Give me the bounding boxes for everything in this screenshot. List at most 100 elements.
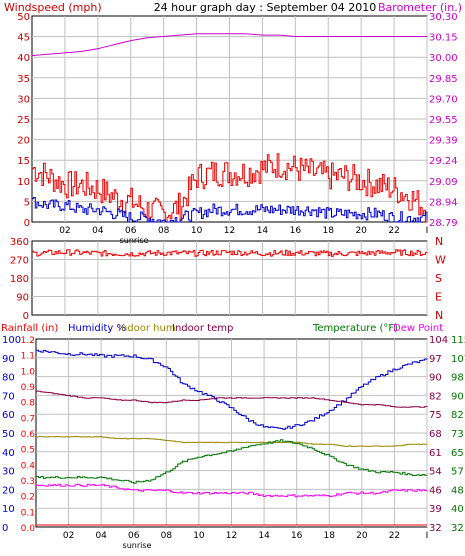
windspeed-tick-label: 20 bbox=[17, 136, 30, 147]
climate-x-tick-label: I bbox=[426, 531, 429, 541]
wind-x-tick-label: 16 bbox=[290, 226, 302, 236]
barometer-tick-label: 29.55 bbox=[429, 115, 458, 126]
climate-x-tick-label: 04 bbox=[95, 531, 107, 541]
indoor-temp-tick-label: 65 bbox=[451, 448, 464, 459]
indoor-temp-line bbox=[36, 390, 428, 408]
windspeed-tick-label: 40 bbox=[17, 53, 30, 64]
direction-compass-label: N bbox=[435, 309, 443, 322]
windspeed-tick-label: 10 bbox=[17, 177, 30, 188]
windspeed-tick-label: 50 bbox=[17, 12, 30, 23]
legend-dew-point: Dew Point bbox=[393, 323, 443, 334]
windspeed-tick-label: 35 bbox=[17, 74, 30, 85]
wind-x-tick-label: 04 bbox=[92, 226, 104, 236]
barometer-tick-label: 30.15 bbox=[429, 33, 458, 44]
humidity-tick-label: 100 bbox=[2, 335, 21, 346]
climate-x-tick-label: 22 bbox=[389, 531, 400, 541]
indoor-temp-tick-label: 107 bbox=[451, 354, 465, 365]
barometer-tick-label: 30.30 bbox=[429, 12, 458, 23]
climate-x-tick-label: 14 bbox=[258, 531, 270, 541]
humidity-tick-label: 70 bbox=[2, 391, 15, 402]
barometer-tick-label: 29.85 bbox=[429, 74, 458, 85]
climate-x-tick-label: 08 bbox=[161, 531, 173, 541]
barometer-tick-label: 29.24 bbox=[429, 156, 458, 167]
rainfall-tick-label: 0.8 bbox=[21, 399, 36, 409]
wind-direction-line bbox=[32, 249, 428, 257]
rainfall-tick-label: 0.1 bbox=[21, 508, 35, 518]
windspeed-tick-label: 25 bbox=[17, 115, 30, 126]
wind-x-tick-label: 02 bbox=[59, 226, 70, 236]
legend-humidity: Humidity % bbox=[68, 323, 126, 334]
indoor-temp-tick-label: 82 bbox=[451, 410, 464, 421]
windspeed-line bbox=[32, 153, 428, 223]
rainfall-tick-label: 0.6 bbox=[21, 430, 36, 440]
climate-x-tick-label: 18 bbox=[324, 531, 336, 541]
wind-x-tick-label: 18 bbox=[323, 226, 335, 236]
windspeed-tick-label: 45 bbox=[17, 33, 30, 44]
temperature-tick-label: 82 bbox=[429, 391, 442, 402]
barometer-line bbox=[31, 33, 427, 57]
indoor-temp-tick-label: 48 bbox=[451, 485, 464, 496]
wind-x-tick-label: 14 bbox=[257, 226, 269, 236]
rainfall-tick-label: 0.9 bbox=[21, 383, 36, 393]
wind-x-tick-label: I bbox=[426, 226, 429, 236]
rainfall-tick-label: 1.2 bbox=[21, 336, 35, 346]
temperature-tick-label: 54 bbox=[429, 467, 442, 478]
windspeed-axis-label: Windspeed (mph) bbox=[4, 1, 102, 14]
rainfall-tick-label: 0.0 bbox=[21, 524, 36, 534]
climate-x-tick-label: 20 bbox=[356, 531, 368, 541]
temperature-tick-label: 90 bbox=[429, 373, 442, 384]
windspeed-tick-label: 0 bbox=[24, 218, 30, 229]
temperature-tick-label: 61 bbox=[429, 448, 442, 459]
direction-compass-label: N bbox=[435, 235, 443, 248]
windspeed-tick-label: 15 bbox=[17, 156, 30, 167]
indoor-hum-line bbox=[36, 436, 428, 447]
barometer-axis-label: Barometer (in.) bbox=[378, 1, 462, 14]
climate-x-tick-label: 06 bbox=[128, 531, 140, 541]
temperature-tick-label: 75 bbox=[429, 410, 442, 421]
legend-indoor-hum: Indoor hum bbox=[118, 323, 176, 334]
climate-x-tick-label: 16 bbox=[291, 531, 303, 541]
direction-compass-label: S bbox=[435, 272, 442, 285]
barometer-tick-label: 29.70 bbox=[429, 94, 458, 105]
direction-tick-label: 0 bbox=[23, 311, 29, 322]
indoor-temp-tick-label: 90 bbox=[451, 391, 464, 402]
barometer-tick-label: 30.00 bbox=[429, 53, 458, 64]
dew-point-line bbox=[36, 483, 428, 498]
wind-x-tick-label: 10 bbox=[191, 226, 203, 236]
direction-tick-label: 90 bbox=[16, 293, 29, 304]
wind-x-tick-label: 20 bbox=[355, 226, 367, 236]
rainfall-tick-label: 0.2 bbox=[21, 493, 35, 503]
direction-tick-label: 180 bbox=[10, 274, 29, 285]
humidity-tick-label: 60 bbox=[2, 410, 15, 421]
barometer-tick-label: 29.09 bbox=[429, 177, 458, 188]
climate-x-tick-label: 02 bbox=[63, 531, 74, 541]
humidity-line bbox=[36, 349, 428, 430]
legend-indoor-temp: Indoor temp bbox=[172, 323, 233, 334]
temperature-tick-label: 32 bbox=[429, 523, 442, 534]
temperature-tick-label: 39 bbox=[429, 504, 442, 515]
indoor-temp-tick-label: 73 bbox=[451, 429, 464, 440]
humidity-tick-label: 90 bbox=[2, 354, 15, 365]
wind-x-tick-label: 08 bbox=[158, 226, 170, 236]
barometer-tick-label: 28.79 bbox=[429, 218, 458, 229]
indoor-temp-tick-label: 57 bbox=[451, 467, 464, 478]
wind-x-tick-label: 06 bbox=[125, 226, 137, 236]
direction-compass-label: W bbox=[435, 254, 446, 267]
wind-blue-line bbox=[32, 197, 428, 223]
humidity-tick-label: 50 bbox=[2, 429, 15, 440]
humidity-tick-label: 30 bbox=[2, 467, 15, 478]
indoor-temp-tick-label: 40 bbox=[451, 504, 464, 515]
humidity-tick-label: 10 bbox=[2, 504, 15, 515]
direction-compass-label: E bbox=[435, 291, 442, 304]
indoor-temp-tick-label: 32 bbox=[451, 523, 464, 534]
rainfall-tick-label: 0.4 bbox=[21, 461, 36, 471]
rainfall-tick-label: 0.7 bbox=[21, 414, 35, 424]
humidity-tick-label: 0 bbox=[2, 523, 8, 534]
humidity-tick-label: 20 bbox=[2, 485, 15, 496]
direction-tick-label: 360 bbox=[10, 237, 29, 248]
humidity-tick-label: 40 bbox=[2, 448, 15, 459]
temperature-tick-label: 68 bbox=[429, 429, 442, 440]
humidity-tick-label: 80 bbox=[2, 373, 15, 384]
